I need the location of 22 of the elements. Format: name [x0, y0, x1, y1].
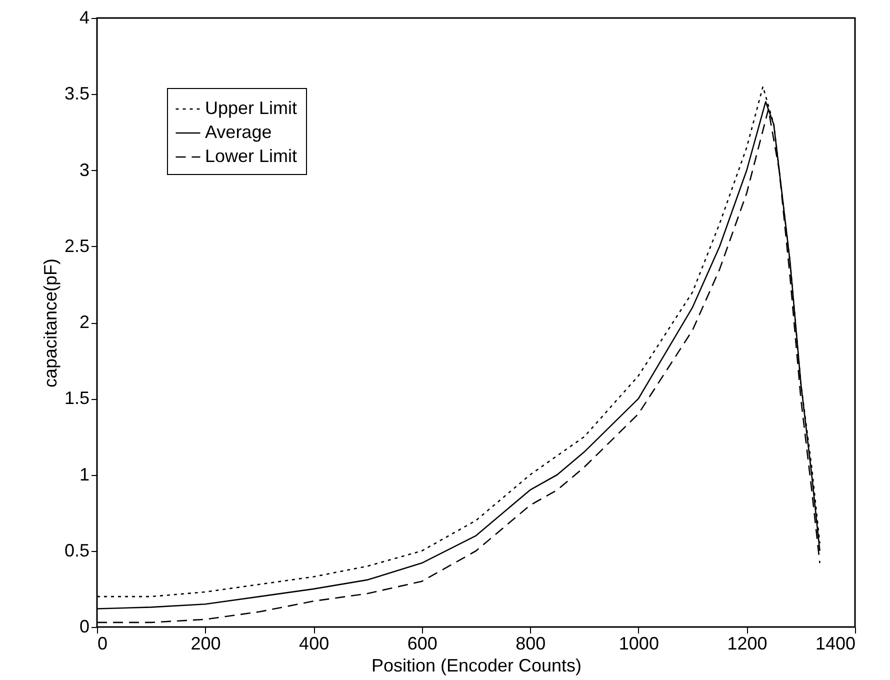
- x-tick-label: 800: [516, 634, 546, 654]
- y-axis-title: capacitance(pF): [40, 258, 60, 388]
- x-tick-label: 200: [190, 634, 221, 654]
- y-tick-label: 1.5: [64, 388, 90, 408]
- y-tick-label: 3: [79, 160, 90, 180]
- y-tick-label: 2: [79, 312, 90, 332]
- y-tick-label: 0.5: [64, 540, 90, 560]
- x-tick-label: 1000: [618, 634, 659, 654]
- x-tick-label: 600: [407, 634, 438, 654]
- x-tick-label: 1200: [727, 634, 768, 654]
- x-tick-label: 1400: [815, 634, 856, 654]
- x-axis-title: Position (Encoder Counts): [371, 656, 582, 676]
- y-tick-label: 0: [79, 616, 90, 636]
- legend-label: Upper Limit: [205, 98, 298, 118]
- y-tick-label: 1: [79, 464, 90, 484]
- x-tick-label: 0: [98, 634, 108, 654]
- x-tick-label: 400: [299, 634, 330, 654]
- y-tick-label: 4: [79, 8, 90, 28]
- legend-label: Lower Limit: [205, 146, 298, 166]
- legend-label: Average: [205, 122, 272, 142]
- y-tick-label: 2.5: [64, 236, 90, 256]
- y-tick-label: 3.5: [64, 84, 90, 104]
